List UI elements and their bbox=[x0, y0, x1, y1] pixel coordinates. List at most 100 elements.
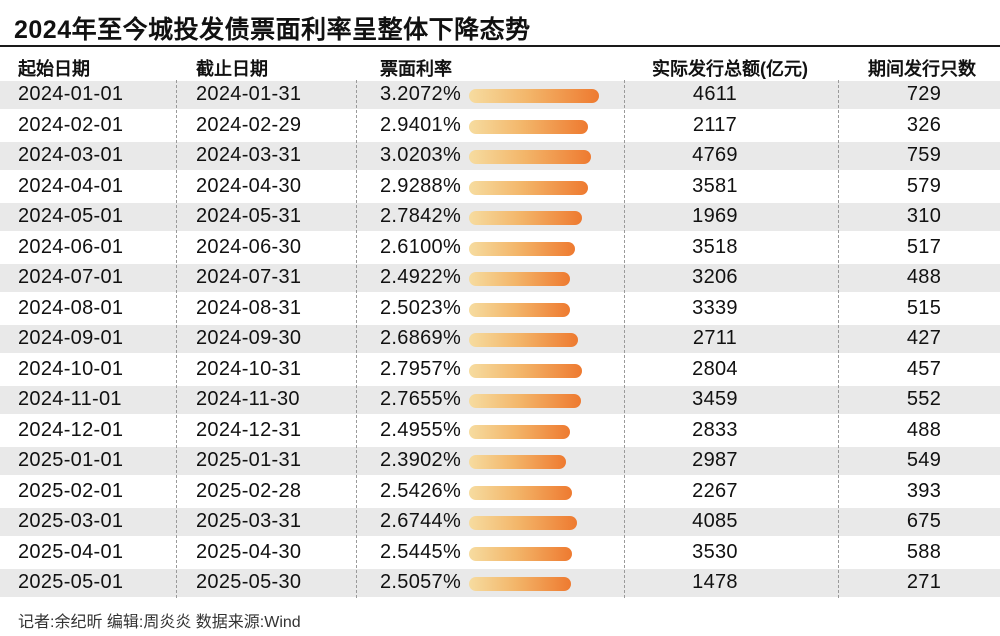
coupon-rate-cell: 2.5023% bbox=[380, 296, 462, 319]
header-issue-count: 期间发行只数 bbox=[868, 59, 976, 79]
coupon-rate-cell: 3.2072% bbox=[380, 83, 462, 105]
start-date-cell: 2024-04-01 bbox=[18, 174, 124, 197]
start-date-cell: 2024-01-01 bbox=[18, 83, 124, 105]
table-row: 2024-09-01 2024-09-30 2.6869% 2711 427 bbox=[0, 325, 1000, 353]
header-end-date: 截止日期 bbox=[196, 59, 268, 79]
start-date-cell: 2025-04-01 bbox=[18, 540, 124, 563]
column-divider bbox=[838, 80, 839, 598]
coupon-rate-cell: 2.7655% bbox=[380, 388, 462, 410]
end-date-cell: 2025-02-28 bbox=[196, 479, 302, 502]
end-date-cell: 2024-05-31 bbox=[196, 205, 302, 227]
end-date-cell: 2024-08-31 bbox=[196, 296, 302, 319]
start-date-cell: 2024-11-01 bbox=[18, 388, 122, 410]
start-date-cell: 2024-02-01 bbox=[18, 113, 124, 136]
issue-count-cell: 310 bbox=[906, 205, 942, 227]
end-date-cell: 2024-11-30 bbox=[196, 388, 300, 410]
table-row: 2024-01-01 2024-01-31 3.2072% 4611 729 bbox=[0, 81, 1000, 109]
issue-amount-cell: 3518 bbox=[692, 235, 738, 258]
issue-amount-cell: 4769 bbox=[692, 144, 738, 166]
issue-amount-cell: 2804 bbox=[692, 357, 738, 380]
coupon-rate-bar bbox=[469, 577, 571, 591]
column-divider bbox=[624, 80, 625, 598]
coupon-rate-cell: 2.7842% bbox=[380, 205, 462, 227]
table-row: 2025-01-01 2025-01-31 2.3902% 2987 549 bbox=[0, 447, 1000, 475]
issue-amount-cell: 4085 bbox=[692, 510, 738, 532]
start-date-cell: 2024-08-01 bbox=[18, 296, 124, 319]
table-row: 2024-12-01 2024-12-31 2.4955% 2833 488 bbox=[0, 417, 1000, 445]
chart-title: 2024年至今城投发债票面利率呈整体下降态势 bbox=[14, 16, 531, 44]
end-date-cell: 2025-03-31 bbox=[196, 510, 302, 532]
table-row: 2024-07-01 2024-07-31 2.4922% 3206 488 bbox=[0, 264, 1000, 292]
issue-count-cell: 271 bbox=[906, 571, 942, 593]
issue-count-cell: 579 bbox=[906, 174, 942, 197]
coupon-rate-bar bbox=[469, 241, 575, 256]
header-coupon-rate: 票面利率 bbox=[380, 59, 452, 79]
end-date-cell: 2024-06-30 bbox=[196, 235, 302, 258]
issue-amount-cell: 2267 bbox=[692, 479, 738, 502]
column-divider bbox=[356, 80, 357, 598]
issue-count-cell: 729 bbox=[906, 83, 942, 105]
table-row: 2024-08-01 2024-08-31 2.5023% 3339 515 bbox=[0, 295, 1000, 323]
coupon-rate-cell: 2.6744% bbox=[380, 510, 462, 532]
coupon-rate-bar bbox=[469, 333, 578, 347]
end-date-cell: 2024-10-31 bbox=[196, 357, 302, 380]
start-date-cell: 2024-09-01 bbox=[18, 327, 124, 349]
table-row: 2025-02-01 2025-02-28 2.5426% 2267 393 bbox=[0, 478, 1000, 506]
source-credits: 记者:余纪昕 编辑:周炎炎 数据来源:Wind bbox=[18, 614, 301, 631]
coupon-rate-cell: 2.3902% bbox=[380, 449, 462, 471]
coupon-rate-bar bbox=[469, 211, 582, 225]
end-date-cell: 2024-07-31 bbox=[196, 266, 302, 288]
table-row: 2024-04-01 2024-04-30 2.9288% 3581 579 bbox=[0, 173, 1000, 201]
end-date-cell: 2024-09-30 bbox=[196, 327, 302, 349]
issue-count-cell: 488 bbox=[906, 418, 942, 441]
coupon-rate-cell: 2.6869% bbox=[380, 327, 462, 349]
issue-count-cell: 457 bbox=[906, 357, 942, 380]
start-date-cell: 2025-02-01 bbox=[18, 479, 124, 502]
start-date-cell: 2024-05-01 bbox=[18, 205, 124, 227]
table-row: 2024-02-01 2024-02-29 2.9401% 2117 326 bbox=[0, 112, 1000, 140]
table-row: 2024-11-01 2024-11-30 2.7655% 3459 552 bbox=[0, 386, 1000, 414]
issue-amount-cell: 3530 bbox=[692, 540, 738, 563]
issue-count-cell: 326 bbox=[906, 113, 942, 136]
issue-amount-cell: 3581 bbox=[692, 174, 738, 197]
coupon-rate-cell: 2.9288% bbox=[380, 174, 462, 197]
issue-count-cell: 588 bbox=[906, 540, 942, 563]
coupon-rate-bar bbox=[469, 119, 588, 134]
issue-amount-cell: 2117 bbox=[692, 113, 738, 136]
coupon-rate-cell: 2.4922% bbox=[380, 266, 462, 288]
coupon-rate-bar bbox=[469, 546, 572, 561]
coupon-rate-bar bbox=[469, 394, 581, 408]
coupon-rate-bar bbox=[469, 272, 570, 286]
table-row: 2025-05-01 2025-05-30 2.5057% 1478 271 bbox=[0, 569, 1000, 597]
end-date-cell: 2024-01-31 bbox=[196, 83, 302, 105]
issue-count-cell: 517 bbox=[906, 235, 942, 258]
coupon-rate-bar bbox=[469, 302, 570, 317]
coupon-rate-bar bbox=[469, 424, 570, 439]
coupon-rate-bar bbox=[469, 150, 591, 164]
issue-amount-cell: 3339 bbox=[692, 296, 738, 319]
column-divider bbox=[176, 80, 177, 598]
issue-amount-cell: 3206 bbox=[692, 266, 738, 288]
issue-amount-cell: 2833 bbox=[692, 418, 738, 441]
issue-count-cell: 675 bbox=[906, 510, 942, 532]
table-row: 2024-05-01 2024-05-31 2.7842% 1969 310 bbox=[0, 203, 1000, 231]
start-date-cell: 2024-12-01 bbox=[18, 418, 124, 441]
coupon-rate-cell: 3.0203% bbox=[380, 144, 462, 166]
issue-amount-cell: 1969 bbox=[692, 205, 738, 227]
issue-count-cell: 515 bbox=[906, 296, 942, 319]
end-date-cell: 2024-03-31 bbox=[196, 144, 302, 166]
table-row: 2024-10-01 2024-10-31 2.7957% 2804 457 bbox=[0, 356, 1000, 384]
table-row: 2025-04-01 2025-04-30 2.5445% 3530 588 bbox=[0, 539, 1000, 567]
coupon-rate-cell: 2.5426% bbox=[380, 479, 462, 502]
coupon-rate-cell: 2.5057% bbox=[380, 571, 462, 593]
coupon-rate-cell: 2.4955% bbox=[380, 418, 462, 441]
coupon-rate-cell: 2.6100% bbox=[380, 235, 462, 258]
issue-count-cell: 549 bbox=[906, 449, 942, 471]
table-row: 2024-03-01 2024-03-31 3.0203% 4769 759 bbox=[0, 142, 1000, 170]
start-date-cell: 2025-05-01 bbox=[18, 571, 124, 593]
issue-amount-cell: 2711 bbox=[692, 327, 738, 349]
issue-amount-cell: 3459 bbox=[692, 388, 738, 410]
coupon-rate-cell: 2.7957% bbox=[380, 357, 462, 380]
end-date-cell: 2025-01-31 bbox=[196, 449, 302, 471]
coupon-rate-cell: 2.5445% bbox=[380, 540, 462, 563]
